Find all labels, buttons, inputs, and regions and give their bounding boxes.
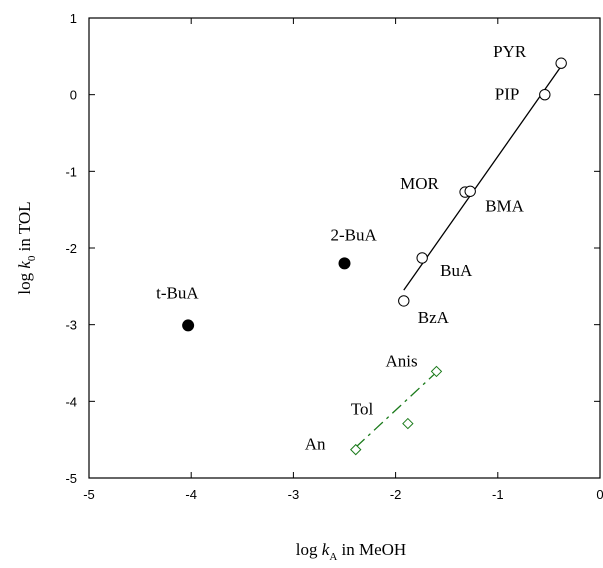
axis-ticks: -5 -4 -3 -2 -1 0 -5 -4 -3 -2 -1 0 1 — [65, 11, 603, 502]
y-axis-title: log k0 in TOL — [15, 201, 38, 294]
x-tick-label: -4 — [185, 487, 197, 502]
x-tick-label: -1 — [492, 487, 504, 502]
x-axis-title: log kA in MeOH — [296, 540, 406, 563]
point-label: Anis — [385, 351, 417, 370]
data-point — [338, 257, 351, 270]
point-label: PYR — [493, 42, 527, 61]
y-tick-label: -5 — [65, 471, 77, 486]
y-tick-label: 1 — [70, 11, 77, 26]
data-point — [398, 295, 410, 307]
data-point — [539, 88, 551, 101]
fit-lines — [355, 65, 562, 448]
y-tick-label: -2 — [65, 241, 77, 256]
x-tick-label: 0 — [596, 487, 603, 502]
y-tick-label: 0 — [70, 88, 77, 103]
y-tick-label: -3 — [65, 318, 77, 333]
point-label: PIP — [495, 85, 520, 104]
point-label: BMA — [485, 196, 524, 215]
data-point — [182, 319, 195, 332]
x-tick-label: -5 — [83, 487, 95, 502]
data-point — [416, 252, 428, 264]
data-point — [402, 417, 414, 430]
y-tick-label: -4 — [65, 394, 77, 409]
point-label: An — [305, 435, 326, 454]
point-labels: PYR PIP MOR BMA BuA BzA 2-BuA t-BuA Anis Tol An — [156, 42, 527, 453]
point-label: BuA — [440, 261, 473, 280]
fit-line — [355, 371, 437, 448]
x-tick-label: -2 — [390, 487, 402, 502]
point-label: 2-BuA — [331, 225, 378, 244]
data-points — [182, 57, 567, 456]
point-label: Tol — [351, 400, 374, 419]
plot-frame — [88, 17, 601, 479]
y-tick-label: -1 — [65, 164, 77, 179]
point-label: BzA — [418, 308, 450, 327]
data-point — [555, 57, 567, 69]
data-point — [430, 365, 443, 378]
point-label: MOR — [400, 174, 439, 193]
fit-line — [403, 65, 562, 291]
data-point — [350, 443, 362, 456]
data-point — [464, 185, 476, 197]
point-label: t-BuA — [156, 283, 199, 302]
x-tick-label: -3 — [288, 487, 300, 502]
